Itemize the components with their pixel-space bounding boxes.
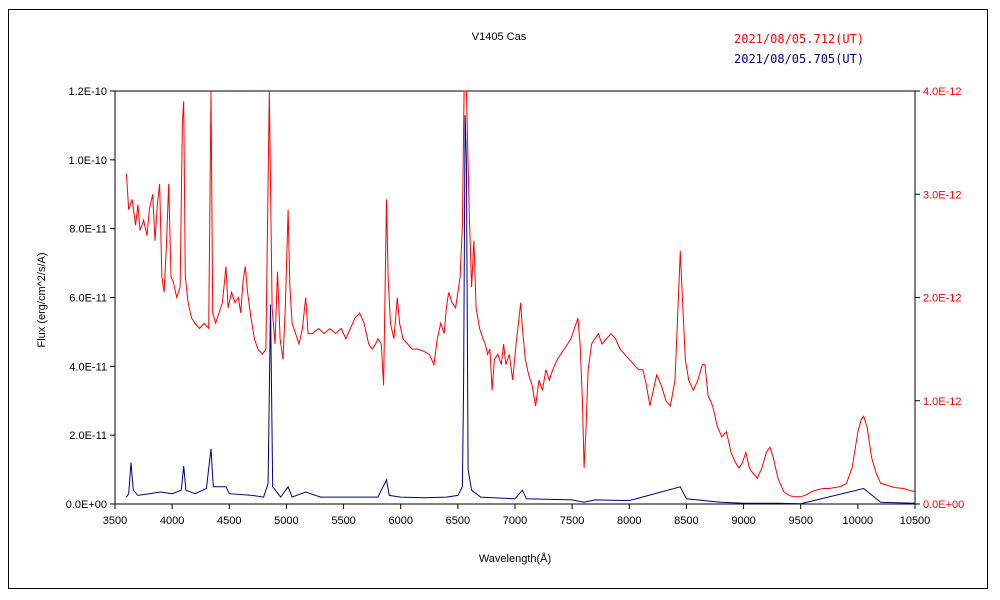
ticks-layer: 3500 4000 4500 5000 5500 6000 6500 7000 7500 8000… xyxy=(66,86,965,527)
y-right-tick-label: 4.0E-12 xyxy=(923,86,962,98)
series-line-0 xyxy=(125,90,916,498)
legend-entry-red: 2021/08/05.712(UT) xyxy=(734,32,864,46)
x-tick-label: 7000 xyxy=(503,515,527,527)
chart-frame: 3500 4000 4500 5000 5500 6000 6500 7000 7500 8000… xyxy=(8,9,988,589)
y-axis-label: Flux (erg/cm^2/s/A) xyxy=(36,252,48,347)
y-right-tick-label: 3.0E-12 xyxy=(923,189,962,201)
series-layer xyxy=(125,90,916,505)
x-tick-label: 9500 xyxy=(788,515,812,527)
plot-area xyxy=(114,90,916,505)
series-line-1 xyxy=(125,115,916,505)
y-left-tick-label: 6.0E-11 xyxy=(69,293,107,305)
x-tick-label: 6000 xyxy=(388,515,412,527)
x-tick-label: 5500 xyxy=(331,515,355,527)
x-tick-label: 6500 xyxy=(446,515,470,527)
x-tick-label: 8500 xyxy=(674,515,698,527)
y-left-tick-label: 0.0E+00 xyxy=(66,499,107,511)
x-tick-label: 8000 xyxy=(617,515,641,527)
y-left-tick-label: 1.0E-10 xyxy=(68,155,107,167)
legend-entry-blue: 2021/08/05.705(UT) xyxy=(734,52,864,66)
y-left-tick-label: 4.0E-11 xyxy=(69,361,107,373)
x-tick-label: 10000 xyxy=(843,515,874,527)
x-axis-label: Wavelength(Å) xyxy=(479,552,551,565)
y-left-tick-label: 8.0E-11 xyxy=(69,224,107,236)
y-right-tick-label: 0.0E+00 xyxy=(923,499,964,511)
x-tick-label: 4000 xyxy=(160,515,184,527)
y-right-tick-label: 2.0E-12 xyxy=(923,293,962,305)
x-tick-label: 7500 xyxy=(560,515,584,527)
y-left-tick-label: 2.0E-11 xyxy=(69,430,107,442)
x-tick-label: 5000 xyxy=(274,515,298,527)
spectrum-chart: 3500 4000 4500 5000 5500 6000 6500 7000 7500 8000… xyxy=(36,31,965,565)
x-tick-label: 4500 xyxy=(217,515,241,527)
x-tick-label: 9000 xyxy=(731,515,755,527)
chart-title: V1405 Cas xyxy=(472,31,527,43)
y-left-tick-label: 1.2E-10 xyxy=(68,86,107,98)
x-tick-label: 3500 xyxy=(103,515,127,527)
x-tick-label: 10500 xyxy=(900,515,931,527)
y-right-tick-label: 1.0E-12 xyxy=(923,396,962,408)
